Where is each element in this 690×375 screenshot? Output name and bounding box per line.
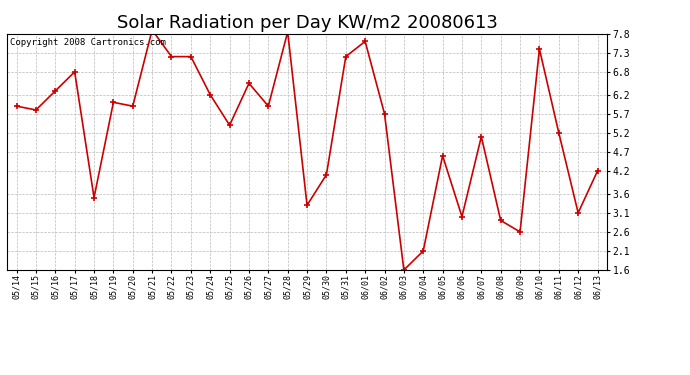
- Title: Solar Radiation per Day KW/m2 20080613: Solar Radiation per Day KW/m2 20080613: [117, 14, 497, 32]
- Text: Copyright 2008 Cartronics.com: Copyright 2008 Cartronics.com: [10, 39, 166, 48]
